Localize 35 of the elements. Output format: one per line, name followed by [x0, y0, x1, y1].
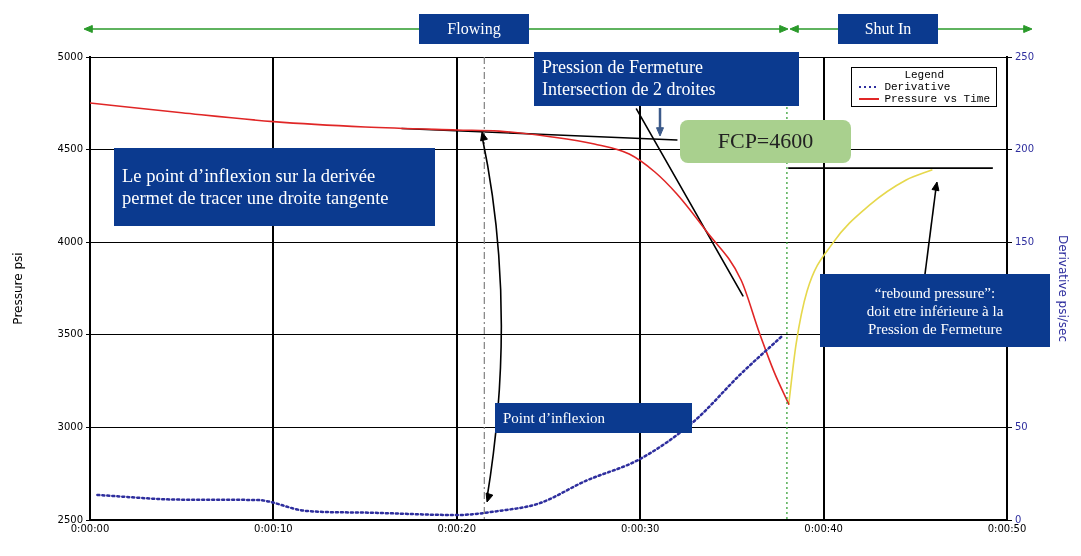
x-tick-label: 0:00:20 — [437, 522, 477, 534]
x-tick-label: 0:00:50 — [987, 522, 1027, 534]
legend-label: Pressure vs Time — [884, 93, 990, 105]
line-series — [96, 335, 783, 517]
text-box: Shut In — [838, 14, 938, 44]
text-box: “rebound pressure”: doit etre inférieure à la Pression de Fermeture — [820, 274, 1050, 347]
text-box: Flowing — [419, 14, 529, 44]
y-axis-title: Pressure psi — [11, 252, 26, 325]
y2-axis-title: Derivative psi/sec — [1055, 234, 1070, 343]
y-tick-label: 5000 — [57, 50, 83, 62]
legend-title: Legend — [903, 69, 945, 81]
text-box: Point d’inflexion — [495, 403, 692, 433]
annotation: Point d’inflexion — [503, 409, 606, 427]
x-tick-label: 0:00:00 — [70, 522, 110, 534]
text-box: Le point d’inflexion sur la derivée permet de tracer une droite tangente — [114, 148, 435, 226]
annotation: FCP=4600 — [717, 128, 814, 155]
y-tick-label: 2500 — [57, 513, 83, 525]
x-tick-label: 0:00:40 — [804, 522, 843, 534]
text-box: Pression de Fermeture Intersection de 2 droites — [534, 52, 799, 106]
y2-tick-label: 200 — [1015, 143, 1035, 155]
text-box: FCP=4600 — [680, 120, 851, 163]
annotation: “rebound pressure”: doit etre inférieure à la Pression de Fermeture — [866, 283, 1004, 338]
x-tick-label: 0:00:30 — [620, 522, 660, 534]
annotation: Pression de Fermeture Intersection de 2 droites — [542, 57, 716, 101]
y2-tick-label: 150 — [1015, 235, 1035, 247]
legend-label: Derivative — [884, 81, 951, 93]
y-tick-label: 3000 — [57, 420, 83, 432]
y2-tick-label: 0 — [1015, 513, 1022, 525]
x-tick-label: 0:00:10 — [254, 522, 293, 534]
y2-tick-label: 50 — [1015, 420, 1028, 432]
y-tick-label: 3500 — [57, 328, 83, 340]
y-tick-label: 4500 — [57, 143, 83, 155]
y2-tick-label: 250 — [1015, 50, 1035, 62]
annotation: Le point d’inflexion sur la derivée permet de tracer une droite tangente — [122, 164, 390, 210]
y-tick-label: 4000 — [57, 235, 83, 247]
